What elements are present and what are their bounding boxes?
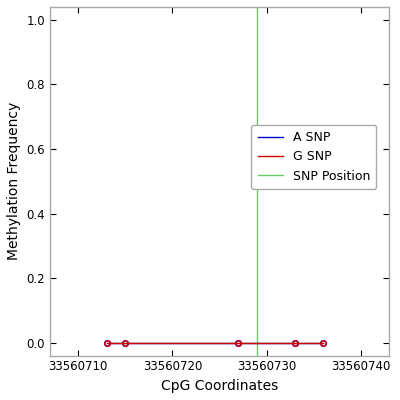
A SNP	[321, 340, 326, 345]
G SNP	[321, 340, 326, 345]
Line: G SNP: G SNP	[104, 340, 326, 346]
G SNP	[123, 340, 128, 345]
Line: A SNP: A SNP	[104, 340, 326, 346]
A SNP	[236, 340, 241, 345]
X-axis label: CpG Coordinates: CpG Coordinates	[161, 379, 278, 393]
A SNP	[104, 340, 109, 345]
G SNP	[104, 340, 109, 345]
G SNP	[292, 340, 297, 345]
A SNP	[123, 340, 128, 345]
Y-axis label: Methylation Frequency: Methylation Frequency	[7, 102, 21, 260]
A SNP	[292, 340, 297, 345]
Legend: A SNP, G SNP, SNP Position: A SNP, G SNP, SNP Position	[251, 125, 376, 189]
G SNP	[236, 340, 241, 345]
